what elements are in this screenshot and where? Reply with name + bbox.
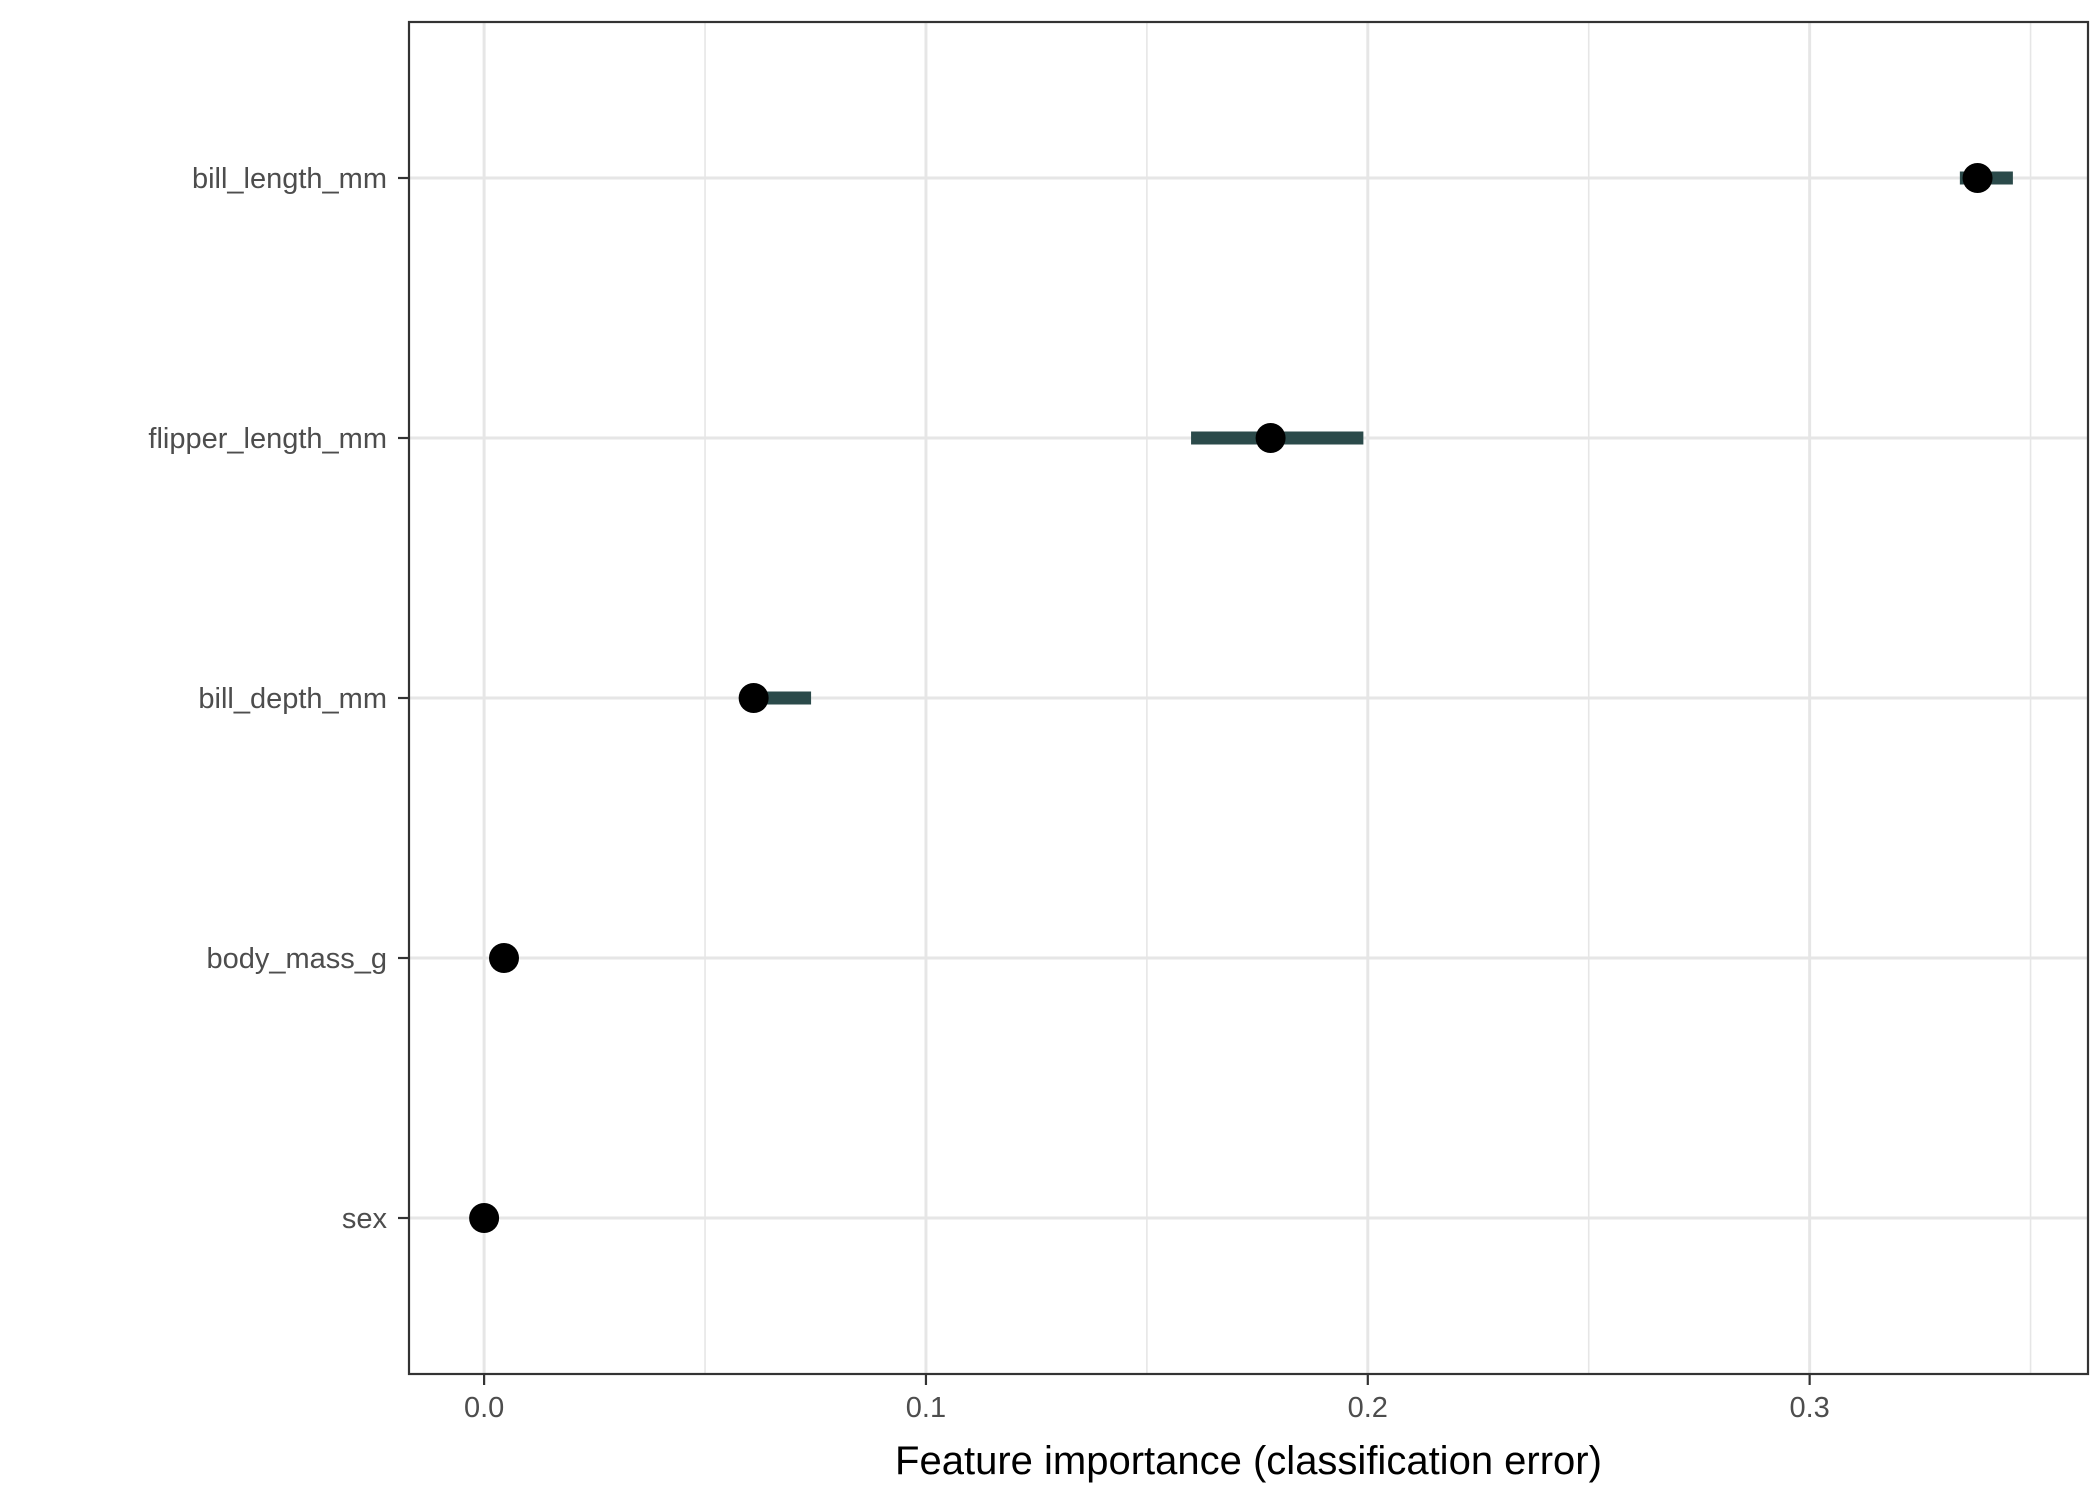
major-gridlines	[409, 22, 2088, 1374]
data-point	[469, 1203, 500, 1233]
x-tick-label: 0.0	[464, 1392, 504, 1424]
x-axis: 0.0 0.1 0.2 0.3	[464, 1374, 1830, 1424]
y-tick-label: sex	[342, 1203, 388, 1235]
y-tick-label: bill_depth_mm	[198, 683, 387, 715]
y-tick-label: body_mass_g	[206, 943, 387, 975]
y-tick-label: bill_length_mm	[192, 163, 387, 195]
y-axis: bill_length_mm flipper_length_mm bill_dept…	[148, 163, 409, 1235]
data-point	[1962, 163, 1993, 193]
x-axis-title: Feature importance (classification error…	[895, 1439, 1602, 1483]
data-point	[488, 943, 519, 973]
data-point	[1255, 423, 1286, 453]
data-points	[469, 163, 1993, 1233]
y-tick-label: flipper_length_mm	[148, 423, 387, 455]
data-point	[738, 683, 769, 713]
x-tick-label: 0.2	[1348, 1392, 1388, 1424]
x-tick-label: 0.3	[1789, 1392, 1829, 1424]
x-tick-label: 0.1	[906, 1392, 946, 1424]
